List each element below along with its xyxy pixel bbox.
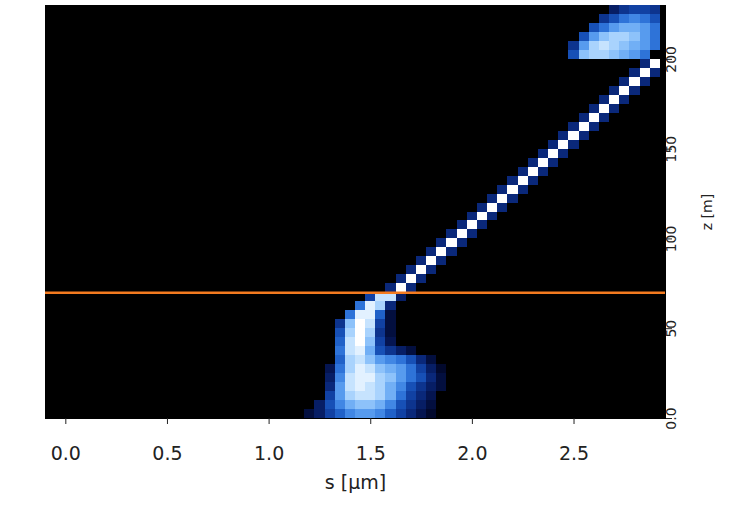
svg-text:50: 50 — [663, 320, 679, 338]
svg-text:1.0: 1.0 — [254, 442, 284, 464]
svg-text:0.0: 0.0 — [51, 442, 81, 464]
svg-text:200: 200 — [663, 46, 679, 73]
svg-text:2.5: 2.5 — [559, 442, 589, 464]
svg-text:100: 100 — [663, 226, 679, 253]
svg-text:z [m]: z [m] — [699, 194, 715, 230]
svg-text:0.0: 0.0 — [663, 407, 679, 429]
svg-text:150: 150 — [663, 136, 679, 163]
svg-text:1.5: 1.5 — [356, 442, 386, 464]
svg-text:2.0: 2.0 — [457, 442, 487, 464]
svg-text:0.5: 0.5 — [152, 442, 182, 464]
svg-text:s [μm]: s [μm] — [325, 471, 386, 493]
